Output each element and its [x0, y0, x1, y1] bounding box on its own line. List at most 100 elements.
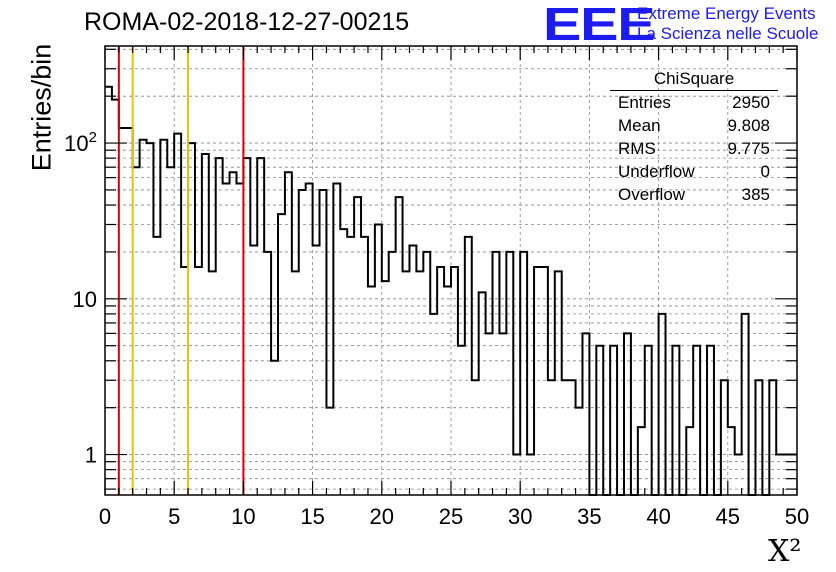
- histogram-bin: [444, 286, 451, 495]
- histogram-bin: [493, 252, 500, 495]
- histogram-bin: [174, 134, 181, 495]
- histogram-bin: [126, 128, 133, 495]
- eee-logo: EEE: [543, 0, 656, 50]
- stats-value: 9.775: [727, 139, 770, 158]
- histogram-bin: [250, 245, 257, 495]
- histogram-bin: [396, 197, 403, 495]
- stats-label: RMS: [618, 139, 656, 158]
- stats-title: ChiSquare: [610, 68, 778, 91]
- histogram-bin: [548, 380, 555, 495]
- histogram-bin: [264, 252, 271, 495]
- histogram-bin: [202, 154, 209, 495]
- histogram-bin: [596, 346, 603, 495]
- histogram-bin: [672, 346, 679, 495]
- stats-value: 9.808: [727, 116, 770, 135]
- x-tick-label: 15: [300, 504, 324, 529]
- histogram-bin: [520, 252, 527, 495]
- x-tick-label: 40: [646, 504, 670, 529]
- histogram-bin: [285, 172, 292, 495]
- histogram-bin: [416, 271, 423, 495]
- histogram-bin: [209, 271, 216, 495]
- x-tick-label: 30: [508, 504, 532, 529]
- histogram-bin: [140, 140, 147, 495]
- histogram-bin: [728, 427, 735, 495]
- histogram-bin: [160, 140, 167, 495]
- y-tick-label: 102: [64, 129, 97, 156]
- histogram-bin: [403, 271, 410, 495]
- histogram-bin: [776, 455, 783, 495]
- logo-line-1: Extreme Energy Events: [637, 4, 816, 23]
- axis-tick-labels: 0 5 10 15 20 25 30 35 40 45 50 1 10 102: [64, 129, 809, 529]
- x-axis-label: X²: [768, 534, 802, 569]
- histogram-bin: [347, 237, 354, 495]
- y-tick-label: 10: [73, 287, 97, 312]
- histogram-bin: [112, 100, 119, 495]
- histogram-bin: [167, 167, 174, 495]
- histogram-bin: [368, 286, 375, 495]
- histogram-bin: [181, 267, 188, 495]
- histogram-bin: [105, 87, 112, 495]
- x-tick-label: 10: [231, 504, 255, 529]
- histogram-outline: [105, 85, 797, 496]
- x-tick-label: 0: [99, 504, 111, 529]
- histogram-bin: [465, 237, 472, 495]
- histogram-bin: [513, 455, 520, 495]
- histogram-bin: [278, 214, 285, 495]
- axis-ticks: [104, 46, 798, 495]
- histogram-bin: [147, 143, 154, 495]
- histogram-bin: [271, 361, 278, 495]
- stats-value: 0: [760, 162, 770, 181]
- histogram-bin: [243, 158, 250, 495]
- histogram-bin: [610, 346, 617, 495]
- histogram-bin: [320, 190, 327, 495]
- histogram-bin: [659, 314, 666, 495]
- x-tick-label: 50: [785, 504, 809, 529]
- stats-label: Mean: [618, 116, 661, 135]
- x-tick-label: 25: [439, 504, 463, 529]
- stats-label: Underflow: [618, 162, 695, 181]
- histogram-bin: [326, 408, 333, 495]
- histogram-bin: [133, 167, 140, 495]
- histogram-bin: [375, 225, 382, 495]
- histogram-bin: [735, 455, 742, 495]
- histogram-bin: [506, 252, 513, 495]
- y-tick-label: 1: [85, 443, 97, 468]
- y-axis-label: Entries/bin: [26, 43, 57, 172]
- grid: [105, 46, 797, 495]
- stats-row: Mean 9.808: [610, 114, 778, 137]
- histogram-bin: [430, 314, 437, 495]
- histogram-bin: [409, 245, 416, 495]
- histogram-bin: [313, 245, 320, 495]
- histogram-bin: [499, 333, 506, 495]
- x-tick-label: 45: [716, 504, 740, 529]
- histogram-bin: [693, 346, 700, 495]
- stats-row: Entries 2950: [610, 91, 778, 114]
- histogram-bin: [555, 271, 562, 495]
- histogram-bin: [472, 380, 479, 495]
- histogram-bin: [479, 292, 486, 495]
- histogram-bin: [624, 333, 631, 495]
- histogram-bin: [382, 281, 389, 495]
- histogram-bin: [638, 427, 645, 495]
- histogram-bin: [721, 380, 728, 495]
- histogram-bin: [188, 143, 195, 495]
- histogram-bin: [389, 252, 396, 495]
- histogram-bin: [230, 172, 237, 495]
- histogram-bin: [153, 237, 160, 495]
- histogram-bin: [742, 314, 749, 495]
- stats-row: RMS 9.775: [610, 137, 778, 160]
- histogram-bars: [105, 85, 797, 496]
- histogram-bin: [195, 267, 202, 495]
- histogram-bin: [340, 229, 347, 495]
- stats-box: ChiSquare Entries 2950 Mean 9.808 RMS 9.775 Un…: [610, 68, 778, 206]
- histogram-bin: [582, 333, 589, 495]
- histogram-bin: [292, 271, 299, 495]
- histogram-bin: [437, 267, 444, 495]
- histogram-bin: [451, 267, 458, 495]
- histogram-bin: [299, 190, 306, 495]
- histogram-bin: [569, 380, 576, 495]
- histogram-bin: [527, 455, 534, 495]
- vertical-lines: [117, 46, 245, 495]
- stats-label: Overflow: [618, 185, 686, 204]
